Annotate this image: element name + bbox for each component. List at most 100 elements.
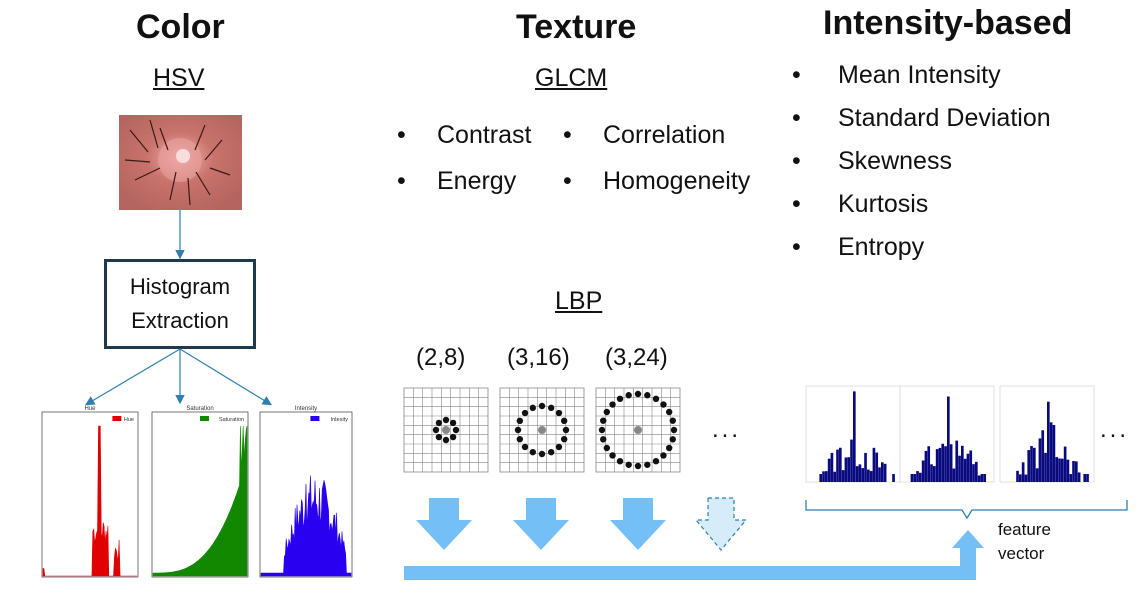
intensity-title: Intensity-based xyxy=(823,4,1073,42)
lbp-neighbor-dot xyxy=(435,433,443,441)
lbp-neighbor-dot xyxy=(514,426,522,434)
histogram-title: Hue xyxy=(84,406,96,412)
lbp-neighbor-dot xyxy=(516,435,524,443)
lbp-neighbor-dot xyxy=(652,395,660,403)
lbp-neighbor-dot xyxy=(432,426,440,434)
feature-histogram-1 xyxy=(805,385,901,483)
lbp-ellipsis: ... xyxy=(712,416,742,443)
texture-title: Texture xyxy=(516,8,637,46)
lbp-label: LBP xyxy=(555,287,603,315)
histogram-panel-hue: Hue Hue xyxy=(41,406,139,578)
lbp-neighbor-dot xyxy=(562,426,570,434)
lbp-grid-3 xyxy=(595,387,681,473)
lbp-neighbor-dot xyxy=(449,433,457,441)
lbp-neighbor-dot xyxy=(521,443,529,451)
intensity-item-kurtosis: • Kurtosis xyxy=(792,190,929,218)
lbp-neighbor-dot xyxy=(516,417,524,425)
lbp-grid-1 xyxy=(403,387,489,473)
feature-histogram-2 xyxy=(899,385,995,483)
lbp-neighbor-dot xyxy=(603,444,611,452)
lbp-neighbor-dot xyxy=(625,461,632,468)
lbp-param-3-24: (3,24) xyxy=(605,344,668,371)
lbp-center-dot xyxy=(634,426,642,434)
lbp-neighbor-dot xyxy=(670,426,678,434)
feature-histogram-3 xyxy=(999,385,1095,483)
intensity-item-entropy: • Entropy xyxy=(792,233,925,261)
histogram-title: Saturation xyxy=(186,406,213,412)
lbp-neighbor-dot xyxy=(529,404,537,412)
lbp-neighbor-dot xyxy=(598,426,606,434)
lbp-neighbor-dot xyxy=(529,448,537,456)
histogram-legend: Intesity xyxy=(331,417,349,423)
lbp-neighbor-dot xyxy=(660,452,667,459)
intensity-item-std: • Standard Deviation xyxy=(792,104,1051,132)
lbp-center-dot xyxy=(538,426,546,434)
glcm-item-contrast: • Contrast xyxy=(397,121,532,149)
lbp-center-dot xyxy=(442,426,450,434)
lbp-neighbor-dot xyxy=(609,452,616,459)
lbp-neighbor-dot xyxy=(609,401,616,408)
histogram-title: Intensity xyxy=(295,406,317,412)
lbp-down-arrows xyxy=(416,497,748,551)
dermoscopy-image xyxy=(119,115,242,210)
lbp-neighbor-dot xyxy=(555,443,563,451)
lbp-neighbor-dot xyxy=(665,408,673,416)
lbp-neighbor-dot xyxy=(449,419,457,427)
lbp-param-2-8: (2,8) xyxy=(416,344,466,371)
lbp-neighbor-dot xyxy=(616,457,624,465)
glcm-label: GLCM xyxy=(535,64,608,92)
down-arrow-2 xyxy=(513,498,569,550)
lbp-neighbor-dot xyxy=(538,450,546,458)
box-line-1: Histogram xyxy=(129,274,231,299)
lbp-neighbor-dot xyxy=(560,417,568,425)
histogram-legend: Saturation xyxy=(219,417,244,423)
down-arrow-3 xyxy=(610,498,666,550)
lbp-param-3-16: (3,16) xyxy=(507,344,570,371)
histogram-legend: Hue xyxy=(124,417,134,423)
histogram-extraction-box: Histogram Extraction xyxy=(104,259,256,349)
lbp-neighbor-dot xyxy=(538,402,546,410)
lbp-neighbor-dot xyxy=(452,426,460,434)
lbp-neighbor-dot xyxy=(600,417,607,424)
feature-brace xyxy=(805,500,1128,520)
lbp-grid-2 xyxy=(499,387,585,473)
glcm-item-homogeneity: • Homogeneity xyxy=(563,167,751,195)
glcm-item-energy: • Energy xyxy=(397,167,517,195)
intensity-item-skewness: • Skewness xyxy=(792,147,952,175)
lbp-pattern-grids xyxy=(403,387,681,473)
feature-bar-arrow xyxy=(404,530,984,580)
intensity-item-mean: • Mean Intensity xyxy=(792,61,1001,89)
lbp-neighbor-dot xyxy=(560,435,568,443)
lbp-neighbor-dot xyxy=(669,436,676,443)
lbp-neighbor-dot xyxy=(435,419,443,427)
lbp-neighbor-dot xyxy=(634,462,642,470)
lbp-neighbor-dot xyxy=(442,416,450,424)
lbp-neighbor-dot xyxy=(665,444,673,452)
hsv-histogram-panels: Hue Hue Saturation Saturation Intensity Intes… xyxy=(41,406,353,578)
down-arrow-dashed xyxy=(694,497,748,551)
lbp-neighbor-dot xyxy=(547,404,555,412)
lbp-neighbor-dot xyxy=(521,409,529,417)
lbp-neighbor-dot xyxy=(625,392,632,399)
lbp-neighbor-dot xyxy=(660,401,667,408)
feature-vector-label: feature vector xyxy=(998,520,1051,563)
lbp-neighbor-dot xyxy=(669,417,676,424)
lbp-neighbor-dot xyxy=(603,408,611,416)
down-arrow-1 xyxy=(416,498,472,550)
hsv-label: HSV xyxy=(153,64,205,92)
box-line-2: Extraction xyxy=(131,308,229,333)
histogram-panel-intensity: Intensity Intesity xyxy=(259,406,353,578)
connector-lines xyxy=(84,210,273,406)
color-title: Color xyxy=(136,8,225,46)
lbp-neighbor-dot xyxy=(616,395,624,403)
lbp-neighbor-dot xyxy=(644,461,651,468)
lbp-neighbor-dot xyxy=(442,436,450,444)
lbp-neighbor-dot xyxy=(644,392,651,399)
lbp-neighbor-dot xyxy=(547,448,555,456)
lbp-neighbor-dot xyxy=(634,390,642,398)
lbp-neighbor-dot xyxy=(652,457,660,465)
glcm-item-correlation: • Correlation xyxy=(563,121,726,149)
feature-ellipsis: ... xyxy=(1100,416,1130,443)
feature-histograms xyxy=(805,385,1095,483)
